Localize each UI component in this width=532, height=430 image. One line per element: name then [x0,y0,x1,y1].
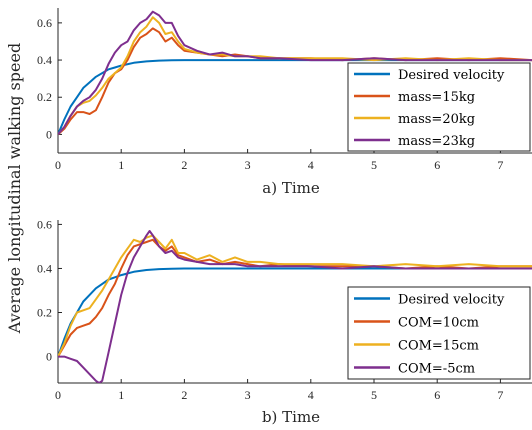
legend-label: mass=23kg [398,134,475,149]
legend-label: COM=15cm [398,339,479,354]
x-tick-label: 6 [434,158,440,172]
y-tick-label: 0.2 [37,306,52,320]
x-tick-label: 6 [434,388,440,402]
legend-box [347,62,531,152]
x-tick-label: 5 [371,388,377,402]
y-tick-label: 0.2 [37,90,52,104]
y-tick-label: 0.4 [37,53,52,67]
x-tick-label: 3 [245,388,251,402]
legend: Desired velocity COM=10cm COM=15cm COM=-5cm [347,286,531,380]
y-tick-label: 0.4 [37,261,52,275]
x-tick-label: 7 [497,388,503,402]
x-tick-label: 0 [55,388,61,402]
series-line-3 [58,10,532,136]
legend-label: Desired velocity [398,293,505,308]
legend-label: Desired velocity [398,68,505,83]
legend-label: mass=20kg [398,112,475,127]
y-axis-label: Average longitudinal walking speed [5,43,24,334]
legend-box [347,286,531,380]
x-tick-label: 1 [118,388,124,402]
legend-label: COM=-5cm [398,362,475,377]
y-tick-label: 0.6 [37,217,52,231]
x-tick-label: 3 [245,158,251,172]
y-tick-label: 0 [46,350,52,364]
legend: Desired velocity mass=15kg mass=20kg mass=2… [347,62,531,152]
x-tick-label: 2 [181,388,187,402]
x-tick-label: 4 [308,388,314,402]
x-tick-label: 4 [308,158,314,172]
series-line-2 [58,16,532,136]
x-tick-label: 0 [55,158,61,172]
y-tick-label: 0 [46,127,52,141]
series-group [58,230,532,383]
x-tick-label: 1 [118,158,124,172]
series-line-2 [58,234,532,358]
legend-label: COM=10cm [398,316,479,331]
x-tick-label: 2 [181,158,187,172]
x-tick-label: 5 [371,158,377,172]
y-tick-label: 0.6 [37,16,52,30]
series-group [58,10,532,136]
series-line-3 [58,230,532,383]
panel-b: 0 1 2 3 4 5 6 7 0 0.2 0.4 0.6 b) Time Desired velocit… [37,217,532,426]
x-axis-label: a) Time [262,179,320,197]
series-line-1 [58,238,532,358]
x-tick-label: 7 [497,158,503,172]
panel-a: 0 1 2 3 4 5 6 7 0 0.2 0.4 0.6 a) Time Desired velocit… [37,8,532,197]
legend-label: mass=15kg [398,90,475,105]
x-axis-label: b) Time [262,408,320,426]
